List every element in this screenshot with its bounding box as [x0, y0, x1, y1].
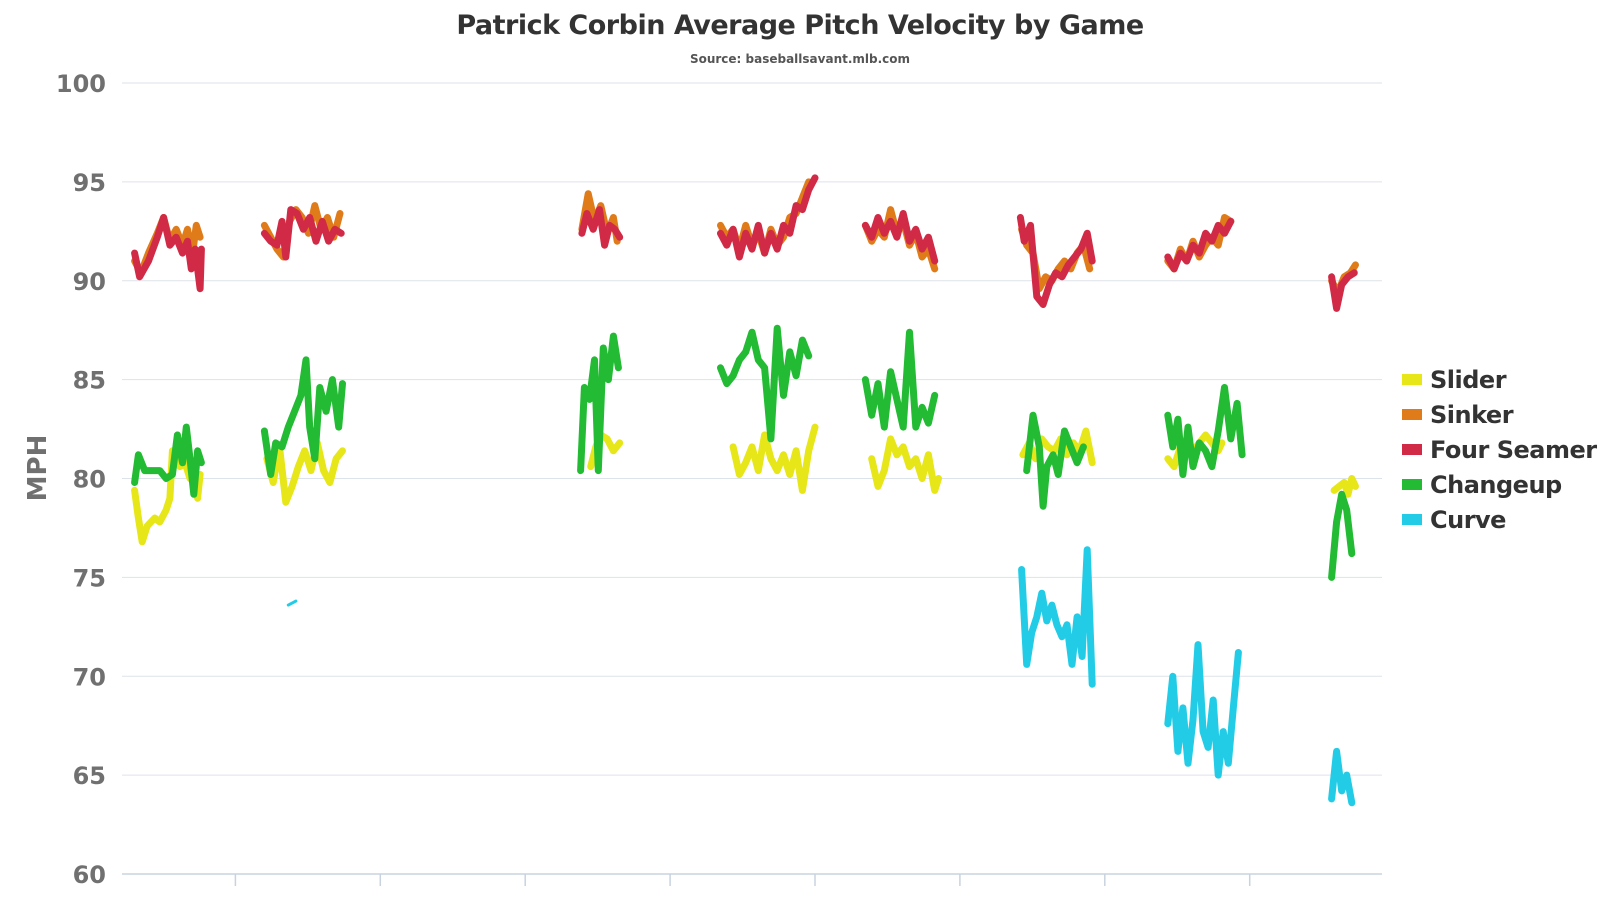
series-line-segment	[1330, 475, 1359, 498]
legend-swatch	[1402, 514, 1422, 525]
y-tick-label: 85	[73, 367, 106, 395]
series-line-segment	[729, 423, 819, 494]
legend-item[interactable]: Changeup	[1402, 467, 1597, 502]
series-line-segment	[1164, 384, 1246, 478]
series-line-segment	[263, 439, 346, 506]
legend-item[interactable]: Curve	[1402, 502, 1597, 537]
y-tick-label: 75	[73, 564, 106, 592]
series-line-segment	[1018, 546, 1096, 688]
legend-label: Sinker	[1430, 400, 1514, 429]
series-changeup	[131, 324, 1356, 581]
series-line-segment	[260, 356, 346, 478]
legend-label: Slider	[1430, 365, 1507, 394]
series-line-segment	[578, 206, 624, 249]
legend-swatch	[1402, 374, 1422, 385]
legend-label: Changeup	[1430, 470, 1562, 499]
y-tick-label: 65	[73, 762, 106, 790]
chart-title: Patrick Corbin Average Pitch Velocity by…	[456, 10, 1144, 41]
series-line-segment	[1016, 214, 1096, 308]
legend-swatch	[1402, 409, 1422, 420]
series-line-segment	[1328, 269, 1358, 312]
series-line-segment	[868, 435, 942, 494]
series-line-segment	[131, 214, 205, 293]
legend-item[interactable]: Slider	[1402, 362, 1597, 397]
chart-subtitle: Source: baseballsavant.mlb.com	[689, 52, 911, 66]
y-tick-label: 70	[73, 663, 106, 691]
legend-label: Curve	[1430, 505, 1506, 534]
series-line-segment	[286, 599, 298, 607]
series-line-segment	[861, 328, 939, 431]
series-line-segment	[1164, 641, 1242, 779]
axes: 60 65 70 75 80 85 90 95 100	[56, 70, 1382, 889]
legend: Slider Sinker Four Seamer Changeup Curve	[1402, 362, 1597, 537]
y-tick-label: 100	[56, 70, 106, 98]
series-line-segment	[131, 423, 205, 498]
y-axis-label: MPH	[23, 435, 53, 502]
legend-item[interactable]: Sinker	[1402, 397, 1597, 432]
series-curve	[286, 546, 1356, 807]
series-line-segment	[577, 332, 622, 475]
legend-swatch	[1402, 444, 1422, 455]
legend-item[interactable]: Four Seamer	[1402, 432, 1597, 467]
y-tick-label: 80	[73, 466, 106, 494]
series-line-segment	[1328, 490, 1356, 581]
series-line-segment	[717, 324, 813, 443]
series-line-segment	[861, 210, 939, 265]
series-four-seamer	[131, 174, 1358, 312]
series-line-segment	[260, 206, 345, 261]
legend-label: Four Seamer	[1430, 435, 1597, 464]
y-tick-label: 95	[73, 169, 106, 197]
series-line-segment	[1023, 411, 1087, 510]
y-tick-label: 60	[73, 861, 106, 889]
legend-swatch	[1402, 479, 1422, 490]
series-line-segment	[1164, 217, 1235, 273]
series-line-segment	[578, 190, 621, 245]
series-line-segment	[1328, 747, 1356, 807]
y-tick-label: 90	[73, 268, 106, 296]
series-line-segment	[717, 174, 819, 261]
series-lines	[131, 174, 1359, 807]
